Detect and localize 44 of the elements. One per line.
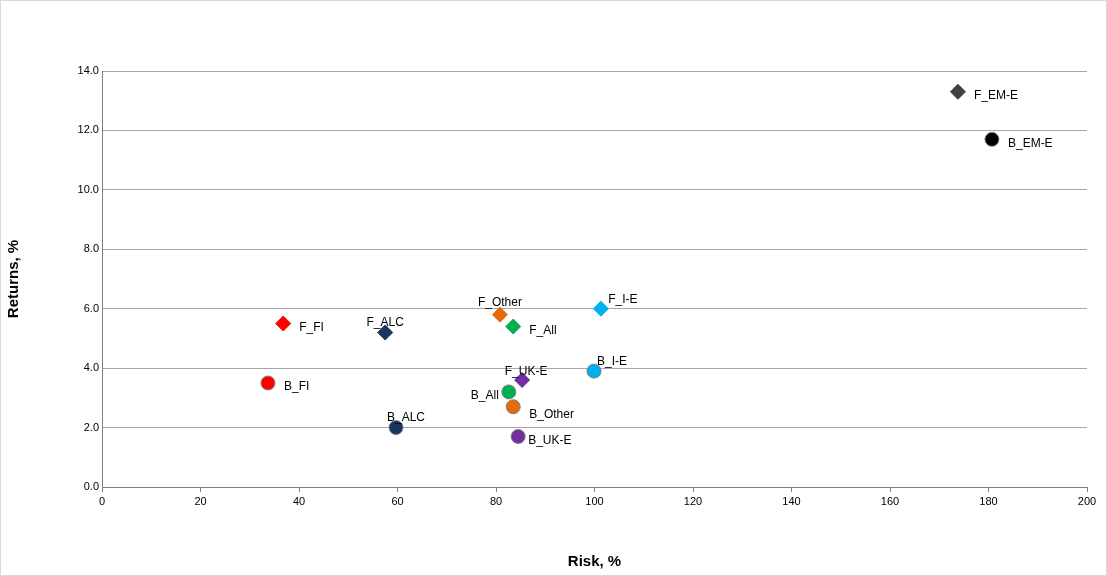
series-label: F_FI [299, 319, 324, 334]
y-tick-label: 8.0 [83, 242, 99, 255]
point [592, 300, 609, 317]
y-tick-label: 14.0 [77, 64, 99, 77]
x-tick-label: 0 [98, 494, 106, 507]
x-tick-label: 100 [585, 494, 604, 507]
point [260, 375, 276, 391]
x-tick-label: 40 [292, 494, 306, 507]
point [510, 428, 526, 444]
point [501, 384, 517, 400]
y-tick-label: 0.0 [83, 480, 99, 493]
series-label: F_UK-E [504, 364, 548, 379]
y-tick-label: 2.0 [83, 420, 99, 433]
series-label: B_EM-E [1007, 135, 1053, 150]
series-label: F_EM-E [973, 88, 1018, 103]
point [275, 315, 292, 332]
series-label: B_Other [529, 407, 574, 422]
x-tick-label: 200 [1077, 494, 1097, 507]
y-tick-label: 6.0 [83, 301, 99, 314]
y-axis-title: Returns, % [4, 239, 22, 319]
series-label: B_FI [283, 379, 310, 394]
x-axis-title: Risk, % [567, 552, 622, 570]
series-label: B_UK-E [528, 432, 572, 447]
x-tick-label: 60 [391, 494, 404, 507]
series-label: F_ALC [366, 314, 405, 329]
series-label: B_ALC [387, 409, 426, 424]
x-tick-label: 80 [489, 494, 503, 507]
series-label: F_Other [477, 294, 522, 309]
x-tick-label: 180 [979, 494, 998, 507]
x-tick-label: 120 [683, 494, 703, 507]
series-label: B_All [470, 388, 499, 403]
x-tick-label: 140 [782, 494, 801, 507]
series-label: F_All [529, 322, 557, 337]
point [949, 83, 966, 100]
y-tick-label: 12.0 [77, 123, 99, 136]
x-tick-label: 20 [194, 494, 207, 507]
series-label: F_I-E [608, 292, 638, 307]
x-tick-label: 160 [880, 494, 900, 507]
series-label: B_I-E [597, 354, 628, 369]
point [984, 131, 1000, 147]
point [505, 318, 522, 335]
y-tick-label: 10.0 [77, 182, 99, 195]
point [505, 399, 521, 415]
y-tick-label: 4.0 [83, 361, 99, 374]
